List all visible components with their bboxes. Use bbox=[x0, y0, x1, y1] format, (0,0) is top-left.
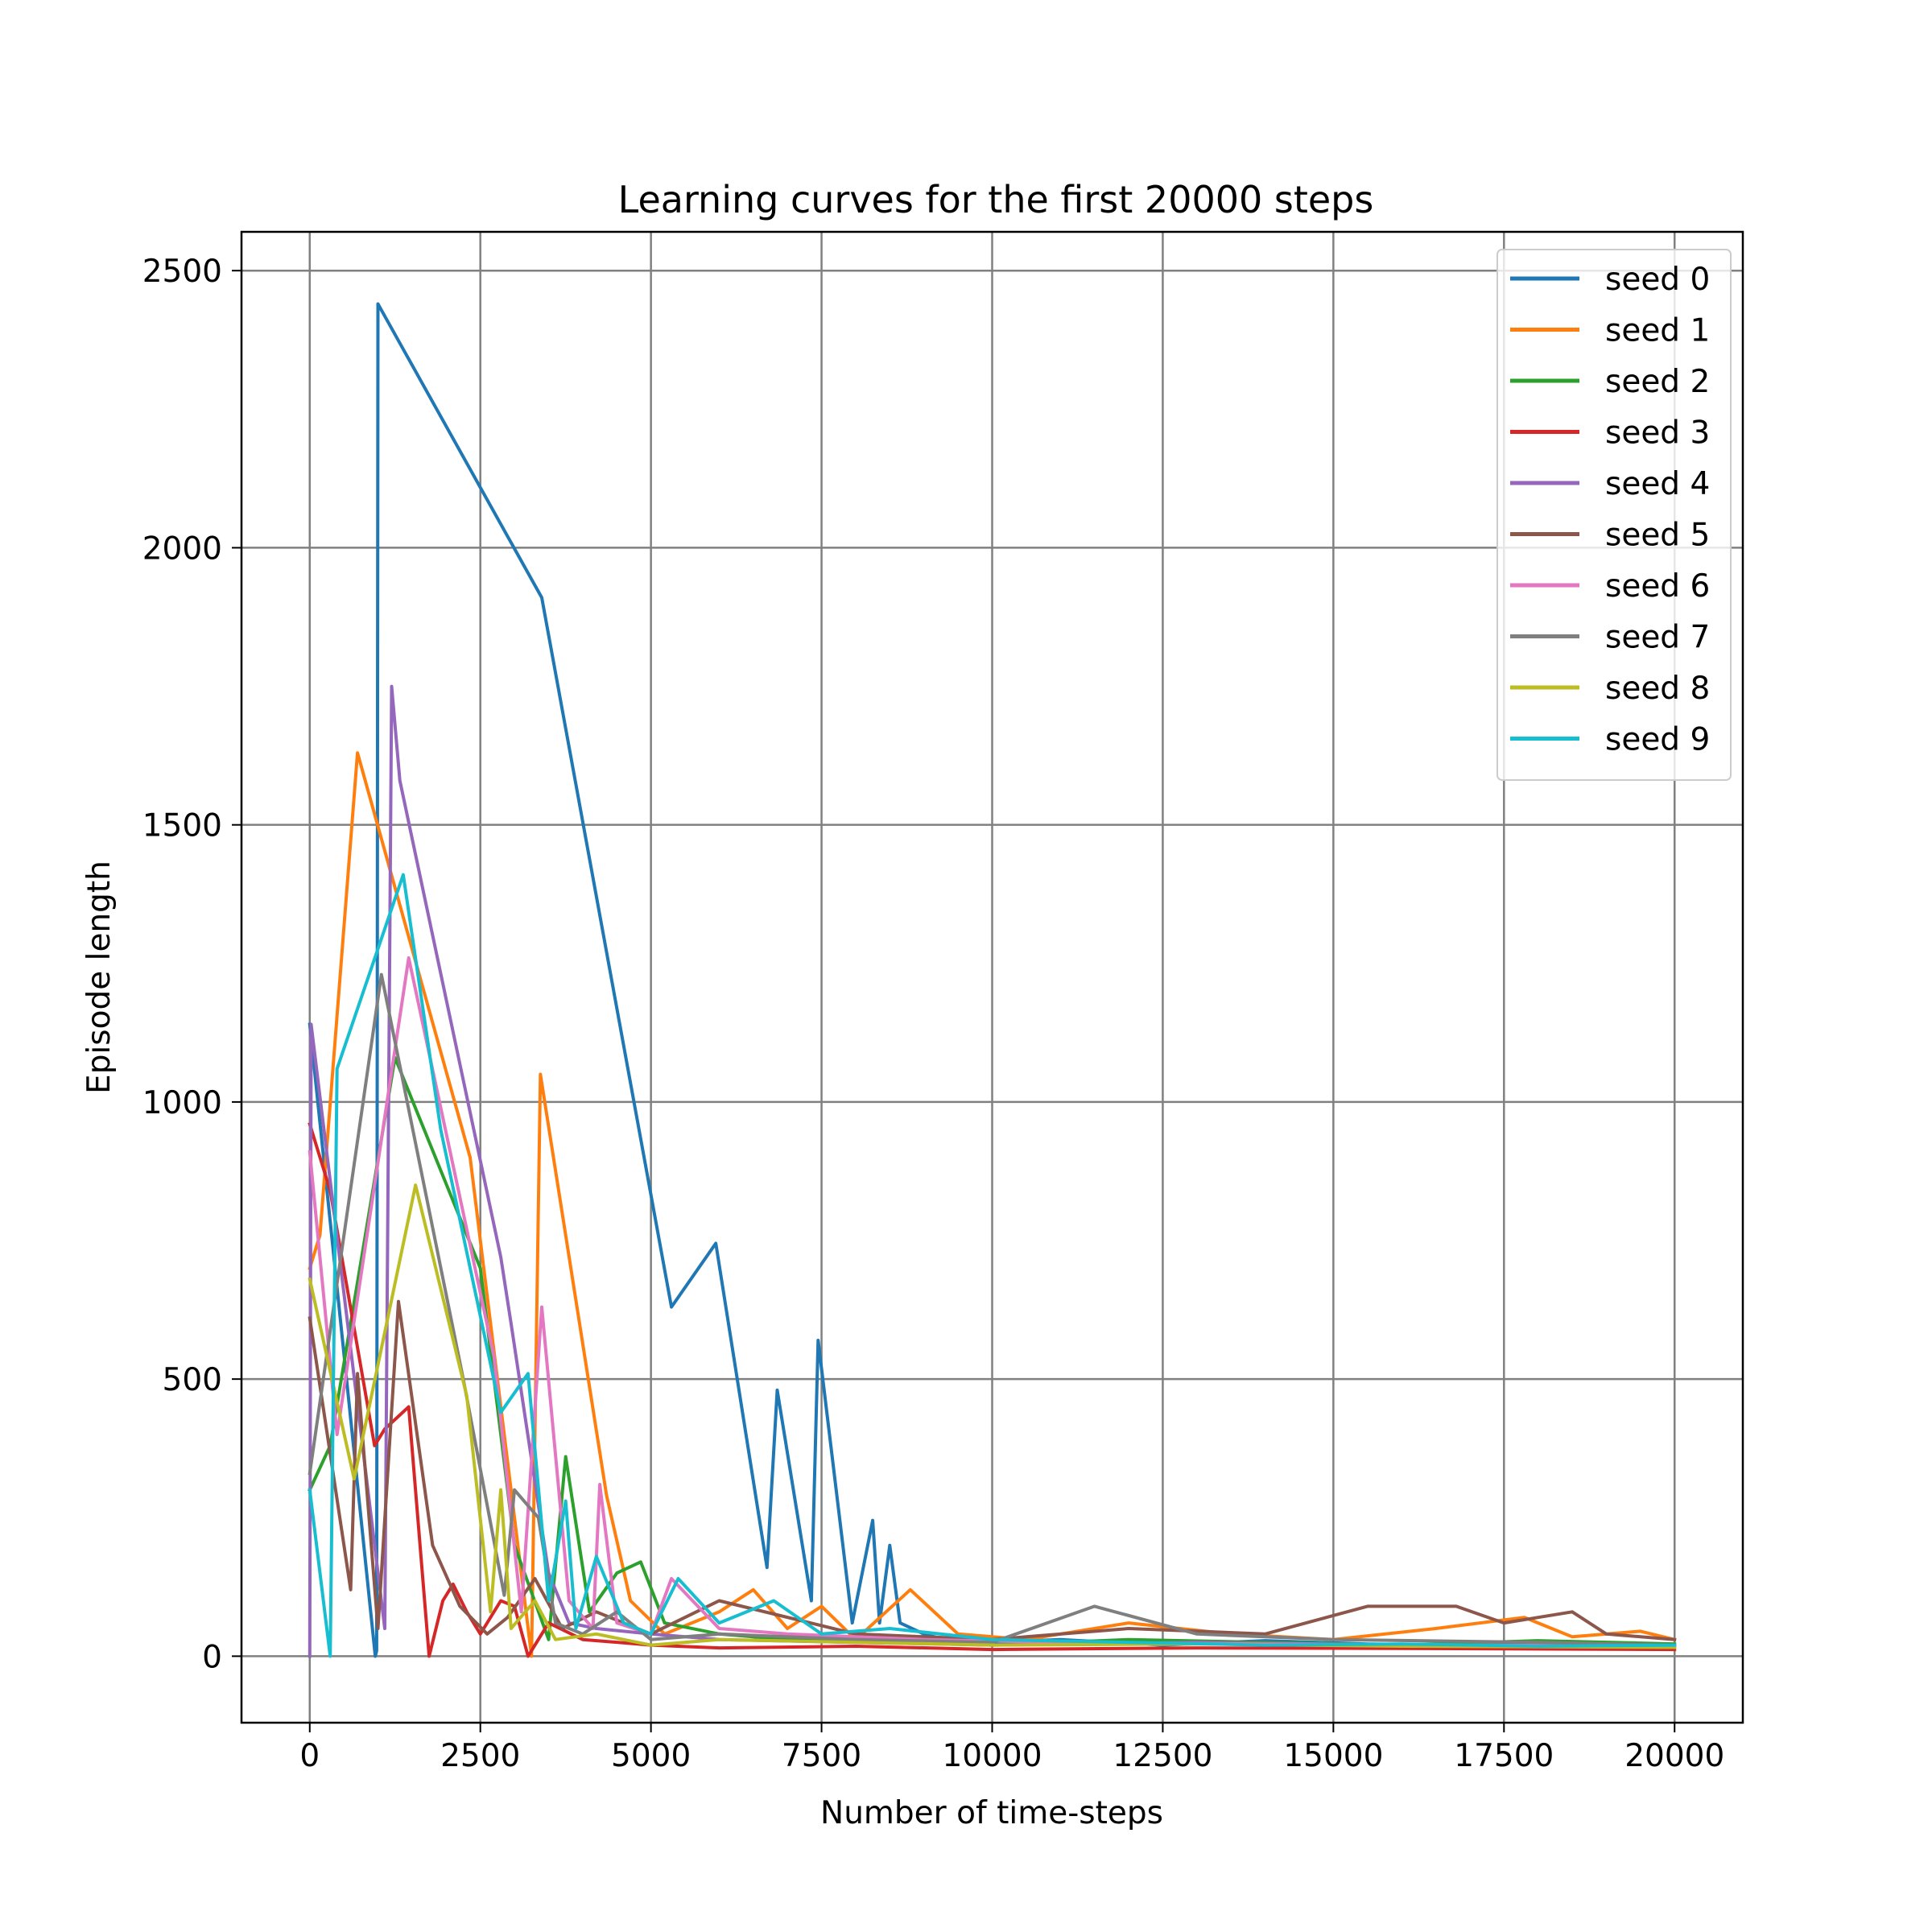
y-axis-label: Episode length bbox=[81, 861, 118, 1094]
legend-label: seed 9 bbox=[1605, 722, 1710, 758]
y-tick-label: 0 bbox=[202, 1639, 222, 1675]
plot-series bbox=[308, 302, 1677, 1658]
legend: seed 0 seed 1 seed 2 seed 3 seed 4 seed 5 seed… bbox=[1496, 249, 1732, 781]
x-tick-label: 0 bbox=[299, 1738, 320, 1774]
y-tick-label: 1500 bbox=[142, 808, 222, 844]
x-tick-label: 10000 bbox=[942, 1738, 1042, 1774]
legend-label: seed 1 bbox=[1605, 313, 1710, 349]
y-tick-label: 500 bbox=[163, 1362, 222, 1398]
x-tick-label: 7500 bbox=[782, 1738, 861, 1774]
legend-label: seed 8 bbox=[1605, 671, 1710, 707]
x-tick-label: 5000 bbox=[611, 1738, 691, 1774]
y-tick-label: 1000 bbox=[142, 1085, 222, 1121]
x-tick-label: 20000 bbox=[1624, 1738, 1724, 1774]
series-line-seed-1 bbox=[308, 751, 1677, 1658]
chart-title: Learning curves for the first 20000 step… bbox=[618, 178, 1374, 221]
legend-label: seed 7 bbox=[1605, 620, 1710, 656]
legend-label: seed 3 bbox=[1605, 415, 1710, 452]
series-line-seed-8 bbox=[308, 1183, 1677, 1649]
x-tick-label: 15000 bbox=[1283, 1738, 1383, 1774]
x-tick-label: 17500 bbox=[1454, 1738, 1554, 1774]
series-line-seed-9 bbox=[308, 873, 1677, 1658]
legend-label: seed 4 bbox=[1605, 466, 1710, 502]
axis-ticks: 0 2500 5000 7500 10000 12500 15000 17500 20000 0 5… bbox=[142, 254, 1725, 1774]
legend-label: seed 5 bbox=[1605, 518, 1710, 554]
x-tick-label: 2500 bbox=[440, 1738, 520, 1774]
legend-label: seed 6 bbox=[1605, 568, 1710, 605]
x-tick-label: 12500 bbox=[1113, 1738, 1212, 1774]
y-tick-label: 2000 bbox=[142, 530, 222, 567]
legend-label: seed 2 bbox=[1605, 364, 1710, 400]
y-tick-label: 2500 bbox=[142, 254, 222, 290]
legend-label: seed 0 bbox=[1605, 262, 1710, 298]
x-axis-label: Number of time-steps bbox=[820, 1795, 1163, 1831]
